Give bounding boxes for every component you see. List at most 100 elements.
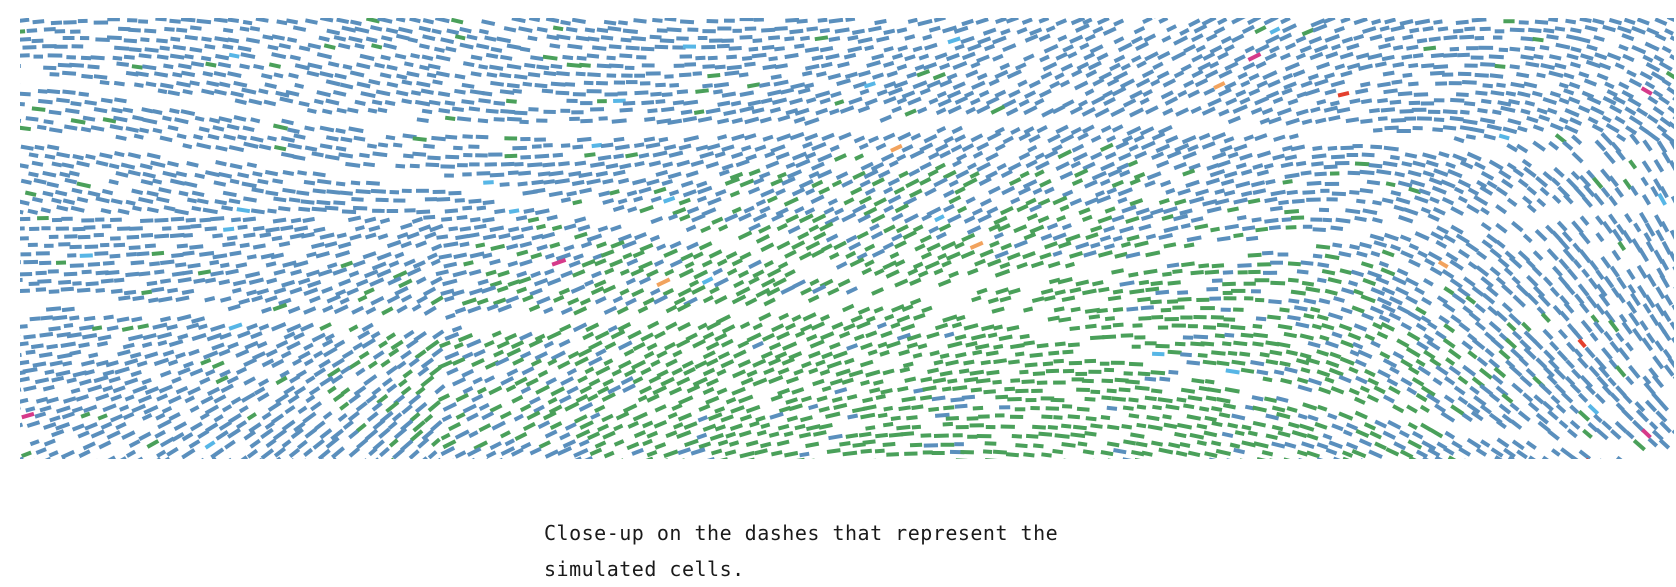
cell-dash xyxy=(1595,54,1607,58)
cell-dash xyxy=(887,72,897,75)
cell-dash xyxy=(152,289,164,291)
cell-dash xyxy=(1235,56,1245,61)
cell-dash xyxy=(314,229,325,231)
cell-dash xyxy=(1360,121,1372,122)
cell-dash xyxy=(865,100,877,104)
cell-dash xyxy=(873,179,885,185)
cell-dash xyxy=(1588,98,1601,104)
cell-dash xyxy=(702,85,712,86)
cell-dash xyxy=(742,147,751,150)
cell-dash xyxy=(124,292,136,294)
cell-dash xyxy=(939,281,951,286)
cell-dash xyxy=(1596,141,1605,150)
cell-dash xyxy=(1302,121,1312,124)
cell-dash xyxy=(205,458,216,459)
cell-dash xyxy=(1365,424,1376,429)
cell-dash xyxy=(389,422,396,428)
cell-dash xyxy=(265,172,278,174)
cell-dash xyxy=(670,191,679,194)
cell-dash xyxy=(923,387,937,389)
cell-dash xyxy=(1118,199,1127,202)
cell-dash xyxy=(160,262,174,264)
cell-dash xyxy=(527,412,539,418)
cell-dash xyxy=(731,425,743,429)
cell-dash xyxy=(1127,128,1140,134)
cell-dash xyxy=(154,271,164,272)
cell-dash xyxy=(304,450,311,456)
cell-dash xyxy=(1665,365,1673,375)
cell-dash xyxy=(1528,30,1541,31)
cell-dash xyxy=(132,66,143,67)
cell-dash xyxy=(561,272,572,276)
cell-dash xyxy=(1339,253,1351,256)
cell-dash xyxy=(1323,220,1332,221)
cell-dash xyxy=(1553,232,1561,241)
cell-dash xyxy=(598,425,608,430)
cell-dash xyxy=(1383,163,1397,165)
cell-dash xyxy=(212,344,224,348)
cell-dash xyxy=(349,38,363,41)
cell-dash xyxy=(937,128,945,132)
cell-dash xyxy=(1602,257,1610,267)
cell-dash xyxy=(551,423,562,428)
cell-dash xyxy=(84,407,97,412)
cell-dash xyxy=(1611,394,1618,402)
cell-dash xyxy=(1624,395,1631,402)
cell-dash xyxy=(645,353,654,358)
cell-dash xyxy=(703,426,715,431)
cell-dash xyxy=(929,153,939,158)
cell-dash xyxy=(1164,228,1178,232)
cell-dash xyxy=(694,253,703,257)
cell-dash xyxy=(238,136,247,138)
cell-dash xyxy=(224,136,236,139)
cell-dash xyxy=(1619,83,1628,88)
cell-dash xyxy=(1129,162,1138,166)
cell-dash xyxy=(738,342,748,347)
cell-dash xyxy=(341,263,353,267)
cell-dash xyxy=(1252,109,1262,113)
cell-dash xyxy=(1497,278,1505,284)
cell-dash xyxy=(181,73,194,76)
cell-dash xyxy=(1332,194,1346,195)
cell-dash xyxy=(1408,84,1418,85)
cell-dash xyxy=(994,218,1007,224)
cell-dash xyxy=(71,120,85,123)
cell-dash xyxy=(1408,65,1418,66)
cell-dash xyxy=(441,290,454,294)
cell-dash xyxy=(1054,308,1064,310)
cell-dash xyxy=(1217,238,1230,240)
cell-dash xyxy=(815,37,828,39)
cell-dash xyxy=(1319,389,1331,393)
cell-dash xyxy=(407,73,420,76)
cell-dash xyxy=(1390,102,1401,103)
cell-dash xyxy=(1060,173,1072,179)
cell-dash xyxy=(506,440,515,444)
cell-dash xyxy=(1089,316,1100,317)
cell-dash xyxy=(305,20,317,23)
cell-dash xyxy=(1074,154,1087,160)
cell-dash xyxy=(858,39,872,42)
cell-dash xyxy=(567,388,578,393)
cell-dash xyxy=(20,458,23,459)
cell-dash xyxy=(129,228,143,229)
cell-dash xyxy=(1037,345,1049,346)
cell-dash xyxy=(822,388,831,391)
cell-dash xyxy=(1373,130,1382,131)
cell-dash xyxy=(1544,330,1552,339)
cell-dash xyxy=(1126,218,1139,222)
cell-dash xyxy=(747,372,757,376)
cell-dash xyxy=(1122,207,1136,212)
cell-dash xyxy=(973,352,982,354)
cell-dash xyxy=(1331,388,1343,393)
cell-dash xyxy=(163,408,172,412)
cell-dash xyxy=(223,406,231,411)
cell-dash xyxy=(1026,436,1038,437)
cell-dash xyxy=(1249,90,1259,95)
cell-dash xyxy=(482,21,495,24)
cell-dash xyxy=(1307,452,1320,456)
cell-dash xyxy=(1339,413,1353,419)
cell-dash xyxy=(521,405,531,410)
cell-dash xyxy=(299,353,310,359)
cell-dash xyxy=(1430,198,1439,202)
cell-dash xyxy=(252,297,263,300)
